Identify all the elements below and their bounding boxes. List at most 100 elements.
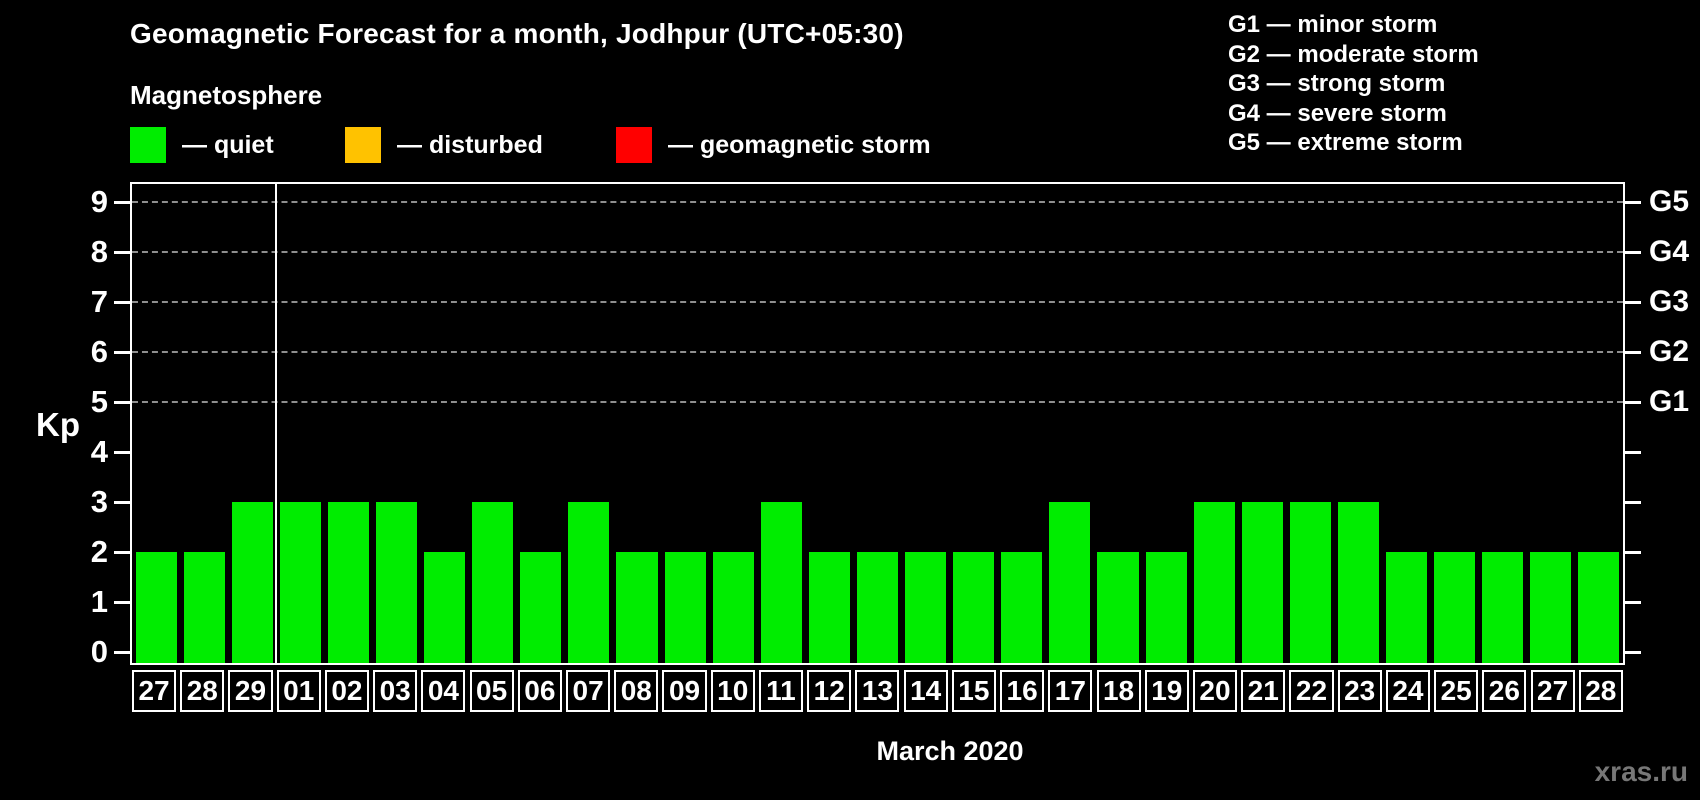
y-tick-label: 3	[90, 484, 108, 519]
y-tick-label: 9	[90, 184, 108, 219]
day-label: 26	[1482, 670, 1527, 712]
y-axis-tick	[114, 501, 130, 504]
right-axis-tick	[1625, 551, 1641, 554]
day-label: 17	[1048, 670, 1093, 712]
day-label: 13	[855, 670, 900, 712]
kp-bar	[135, 552, 177, 663]
g-axis-label-g2: G2	[1649, 335, 1690, 368]
day-label: 02	[324, 670, 369, 712]
day-label: 08	[614, 670, 659, 712]
kp-bar	[808, 552, 850, 663]
legend-label: — disturbed	[397, 130, 543, 159]
right-axis-tick	[1625, 601, 1641, 604]
kp-bar	[856, 552, 899, 663]
right-axis-tick	[1625, 451, 1641, 454]
day-label: 24	[1385, 670, 1430, 712]
kp-bar	[616, 552, 658, 663]
grid-line-kp8	[132, 251, 1623, 253]
day-label: 27	[132, 670, 177, 712]
day-label: 18	[1096, 670, 1141, 712]
day-label: 06	[517, 670, 562, 712]
legend-label: — quiet	[182, 130, 274, 159]
y-tick-label: 5	[90, 384, 108, 419]
day-label: 19	[1144, 670, 1189, 712]
day-label: 22	[1289, 670, 1334, 712]
kp-bar	[520, 552, 562, 663]
day-label: 09	[662, 670, 707, 712]
day-label: 28	[180, 670, 225, 712]
g-legend-line: G4 — severe storm	[1228, 99, 1447, 127]
y-axis-tick	[114, 651, 130, 654]
right-axis-tick	[1625, 351, 1641, 354]
grid-line-kp7	[132, 301, 1623, 303]
legend-item-quiet: — quiet	[130, 126, 274, 164]
day-label: 01	[276, 670, 321, 712]
kp-bar	[1337, 502, 1379, 663]
kp-bar	[472, 502, 514, 663]
disturbed-swatch	[345, 127, 381, 163]
x-axis-title: March 2020	[876, 736, 1024, 766]
day-label: 23	[1337, 670, 1382, 712]
magnetosphere-label: Magnetosphere	[130, 80, 323, 110]
legend-item-geomagnetic-storm: — geomagnetic storm	[616, 126, 931, 164]
kp-bar	[1289, 502, 1331, 663]
y-tick-label: 8	[90, 234, 108, 269]
day-label: 15	[951, 670, 996, 712]
y-tick-label: 0	[90, 634, 108, 669]
chart-title: Geomagnetic Forecast for a month, Jodhpu…	[130, 18, 904, 49]
kp-bar	[231, 502, 273, 663]
y-tick-label: 6	[90, 334, 108, 369]
quiet-swatch	[130, 127, 166, 163]
legend-item-disturbed: — disturbed	[345, 126, 543, 164]
day-label: 05	[469, 670, 514, 712]
y-tick-label: 2	[90, 534, 108, 569]
kp-bar	[1001, 552, 1043, 663]
plot-area	[130, 182, 1625, 665]
geomagnetic-storm-swatch	[616, 127, 652, 163]
y-axis-tick	[114, 601, 130, 604]
y-axis-tick	[114, 401, 130, 404]
kp-bar	[953, 552, 995, 663]
day-label: 03	[373, 670, 418, 712]
kp-bar	[568, 502, 610, 663]
kp-bar	[1193, 502, 1235, 663]
y-axis-title: Kp	[36, 406, 80, 443]
y-tick-label: 4	[90, 434, 108, 469]
y-axis-tick	[114, 451, 130, 454]
kp-bar	[1145, 552, 1187, 663]
kp-bar	[905, 552, 947, 663]
grid-line-kp5	[132, 401, 1623, 403]
g-legend-line: G2 — moderate storm	[1228, 40, 1479, 68]
day-label: 12	[807, 670, 852, 712]
day-label: 20	[1192, 670, 1238, 712]
day-label: 16	[1000, 670, 1045, 712]
legend-label: — geomagnetic storm	[668, 130, 931, 159]
kp-bar	[327, 502, 369, 663]
grid-line-kp6	[132, 351, 1623, 353]
kp-bar	[1097, 552, 1139, 663]
g-axis-label-g1: G1	[1649, 385, 1690, 418]
kp-bar	[664, 552, 706, 663]
y-axis-tick	[114, 251, 130, 254]
day-label: 28	[1578, 670, 1623, 712]
y-axis-tick	[114, 351, 130, 354]
kp-bar	[1530, 552, 1572, 663]
y-axis-tick	[114, 301, 130, 304]
kp-bar	[1386, 552, 1428, 663]
day-label: 11	[758, 670, 804, 712]
watermark: xras.ru	[1594, 756, 1688, 787]
y-axis-tick	[114, 201, 130, 204]
day-label: 21	[1241, 670, 1286, 712]
x-axis-day-labels: 27 28 29 01 02 03 04 05 06 07 08 09 10 11 12 13 14 15 16 17…	[130, 670, 1625, 712]
right-axis-tick	[1625, 251, 1641, 254]
day-label: 07	[566, 670, 611, 712]
kp-bar	[1482, 552, 1524, 663]
right-axis-tick	[1625, 201, 1641, 204]
day-label: 27	[1530, 670, 1575, 712]
kp-bar	[760, 502, 802, 663]
right-axis-tick	[1625, 401, 1641, 404]
kp-bar	[1049, 502, 1091, 663]
day-label: 29	[228, 670, 273, 712]
kp-bar	[712, 552, 754, 663]
